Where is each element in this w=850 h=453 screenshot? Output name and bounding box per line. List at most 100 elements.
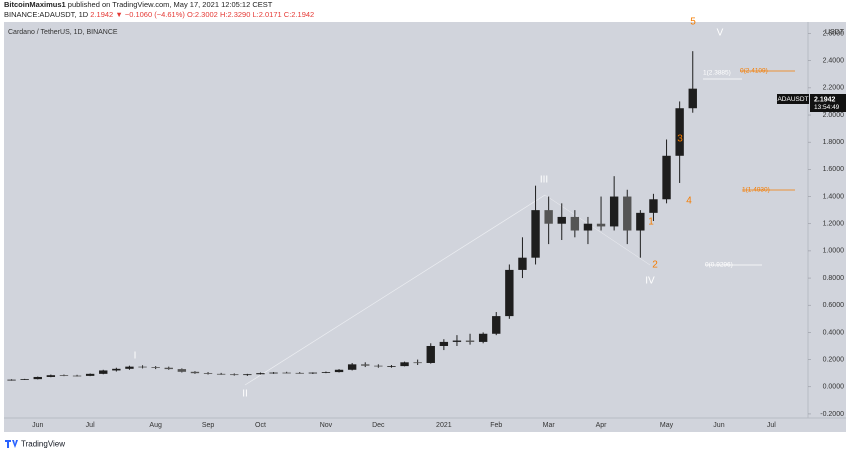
candle-body — [347, 364, 357, 370]
candle-body — [230, 374, 239, 376]
wave-line — [244, 194, 546, 386]
candle-body — [164, 367, 173, 370]
x-tick-label: Jul — [86, 422, 95, 429]
x-tick-label: Feb — [490, 422, 502, 429]
candle-body — [216, 373, 226, 375]
y-tick-label: 2.2000 — [823, 85, 845, 92]
candle-body — [138, 366, 147, 368]
x-tick-label: Jun — [713, 422, 724, 429]
annotation: 0(0.9296) — [705, 262, 733, 269]
candle-body — [413, 362, 422, 364]
y-tick-label: 0.6000 — [823, 302, 845, 309]
y-tick-label: 0.0000 — [823, 384, 845, 391]
y-tick-label: 1.2000 — [823, 221, 845, 228]
y-tick-label: 1.8000 — [823, 139, 845, 146]
annotation: 1(2.3885) — [703, 70, 731, 77]
annotation: 0(2.4109) — [740, 68, 768, 75]
header-line2: BINANCE:ADAUSDT, 1D 2.1942 ▼ −0.1060 (−4… — [4, 10, 314, 20]
candle-body — [387, 366, 396, 367]
candle-body — [583, 223, 593, 231]
candle-body — [531, 210, 540, 258]
candle-body — [675, 108, 684, 156]
candle-body — [544, 210, 553, 224]
change: ▼ −0.1060 (−4.61%) — [115, 10, 185, 19]
x-tick-label: Aug — [149, 422, 162, 429]
y-tick-label: 1.4000 — [823, 193, 845, 200]
candle-body — [400, 362, 409, 367]
candle-body — [282, 372, 291, 374]
candle-body — [649, 199, 658, 213]
annotation: II — [242, 389, 248, 400]
annotation: III — [540, 175, 548, 186]
annotation: 4 — [686, 196, 692, 207]
l: L:2.0171 — [252, 10, 282, 19]
candle-body — [334, 369, 344, 373]
candle-body — [636, 212, 645, 231]
annotation: I — [134, 351, 137, 362]
annotation: 1 — [648, 217, 654, 228]
brand: TradingView — [21, 440, 65, 449]
annotation: 3 — [677, 134, 683, 145]
candle-body — [59, 375, 69, 377]
candle-body — [439, 341, 449, 346]
price-tag — [810, 94, 846, 112]
candle-body — [203, 373, 213, 374]
header: BitcoinMaximus1 published on TradingView… — [4, 0, 314, 20]
c: C:2.1942 — [283, 10, 315, 19]
candle-body — [465, 340, 475, 342]
x-tick-label: Mar — [543, 422, 556, 429]
candle-body — [46, 375, 56, 377]
candle-body — [623, 196, 632, 231]
candle-body — [374, 365, 383, 367]
candle-body — [596, 223, 606, 227]
chart-title: Cardano / TetherUS, 1D, BINANCE — [8, 29, 118, 36]
price-tag-text: 2.1942 — [814, 96, 836, 103]
logo-icon — [5, 440, 18, 448]
x-tick-label: Oct — [255, 422, 266, 429]
candle-body — [609, 196, 619, 227]
candle-body — [478, 333, 488, 342]
symbol: BINANCE:ADAUSDT, 1D — [4, 10, 89, 19]
x-tick-label: 2021 — [436, 422, 452, 429]
y-tick-label: 2.0000 — [823, 112, 845, 119]
candle-body — [492, 316, 501, 334]
candle-body — [295, 372, 304, 374]
h: H:2.3290 — [219, 10, 251, 19]
x-tick-label: Jun — [32, 422, 43, 429]
candle-body — [190, 371, 200, 374]
x-tick-label: May — [660, 422, 674, 429]
candle-body — [308, 372, 318, 374]
header-line1: BitcoinMaximus1 published on TradingView… — [4, 0, 314, 10]
candle-body — [33, 376, 42, 380]
author: BitcoinMaximus1 — [4, 0, 66, 9]
y-tick-label: 1.0000 — [823, 248, 845, 255]
annotation: V — [717, 28, 724, 39]
x-tick-label: Nov — [320, 422, 333, 429]
countdown: 13:54:49 — [814, 104, 840, 111]
candle-body — [151, 367, 160, 368]
footer-logo: TradingView — [5, 440, 65, 449]
candle-body — [570, 216, 580, 231]
symbol-tag-text: ADAUSDT — [777, 96, 808, 103]
candle-body — [243, 374, 252, 376]
last: 2.1942 — [90, 10, 114, 19]
candle-body — [518, 257, 527, 270]
y-tick-label: 2.4000 — [823, 58, 845, 65]
candle-body — [505, 269, 514, 317]
candle-body — [20, 379, 29, 380]
candle-body — [452, 340, 462, 342]
x-tick-label: Sep — [202, 422, 215, 429]
candle-body — [361, 364, 370, 366]
y-tick-label: 0.4000 — [823, 329, 845, 336]
o: O:2.3002 — [186, 10, 218, 19]
annotation: 1(1.4930) — [742, 187, 770, 194]
candle-body — [7, 379, 16, 381]
chart-panel — [4, 22, 846, 432]
annotation: IV — [645, 276, 655, 287]
x-tick-label: Dec — [372, 422, 385, 429]
candle-body — [269, 372, 278, 374]
candle-body — [688, 88, 697, 109]
symbol-tag — [777, 94, 809, 104]
